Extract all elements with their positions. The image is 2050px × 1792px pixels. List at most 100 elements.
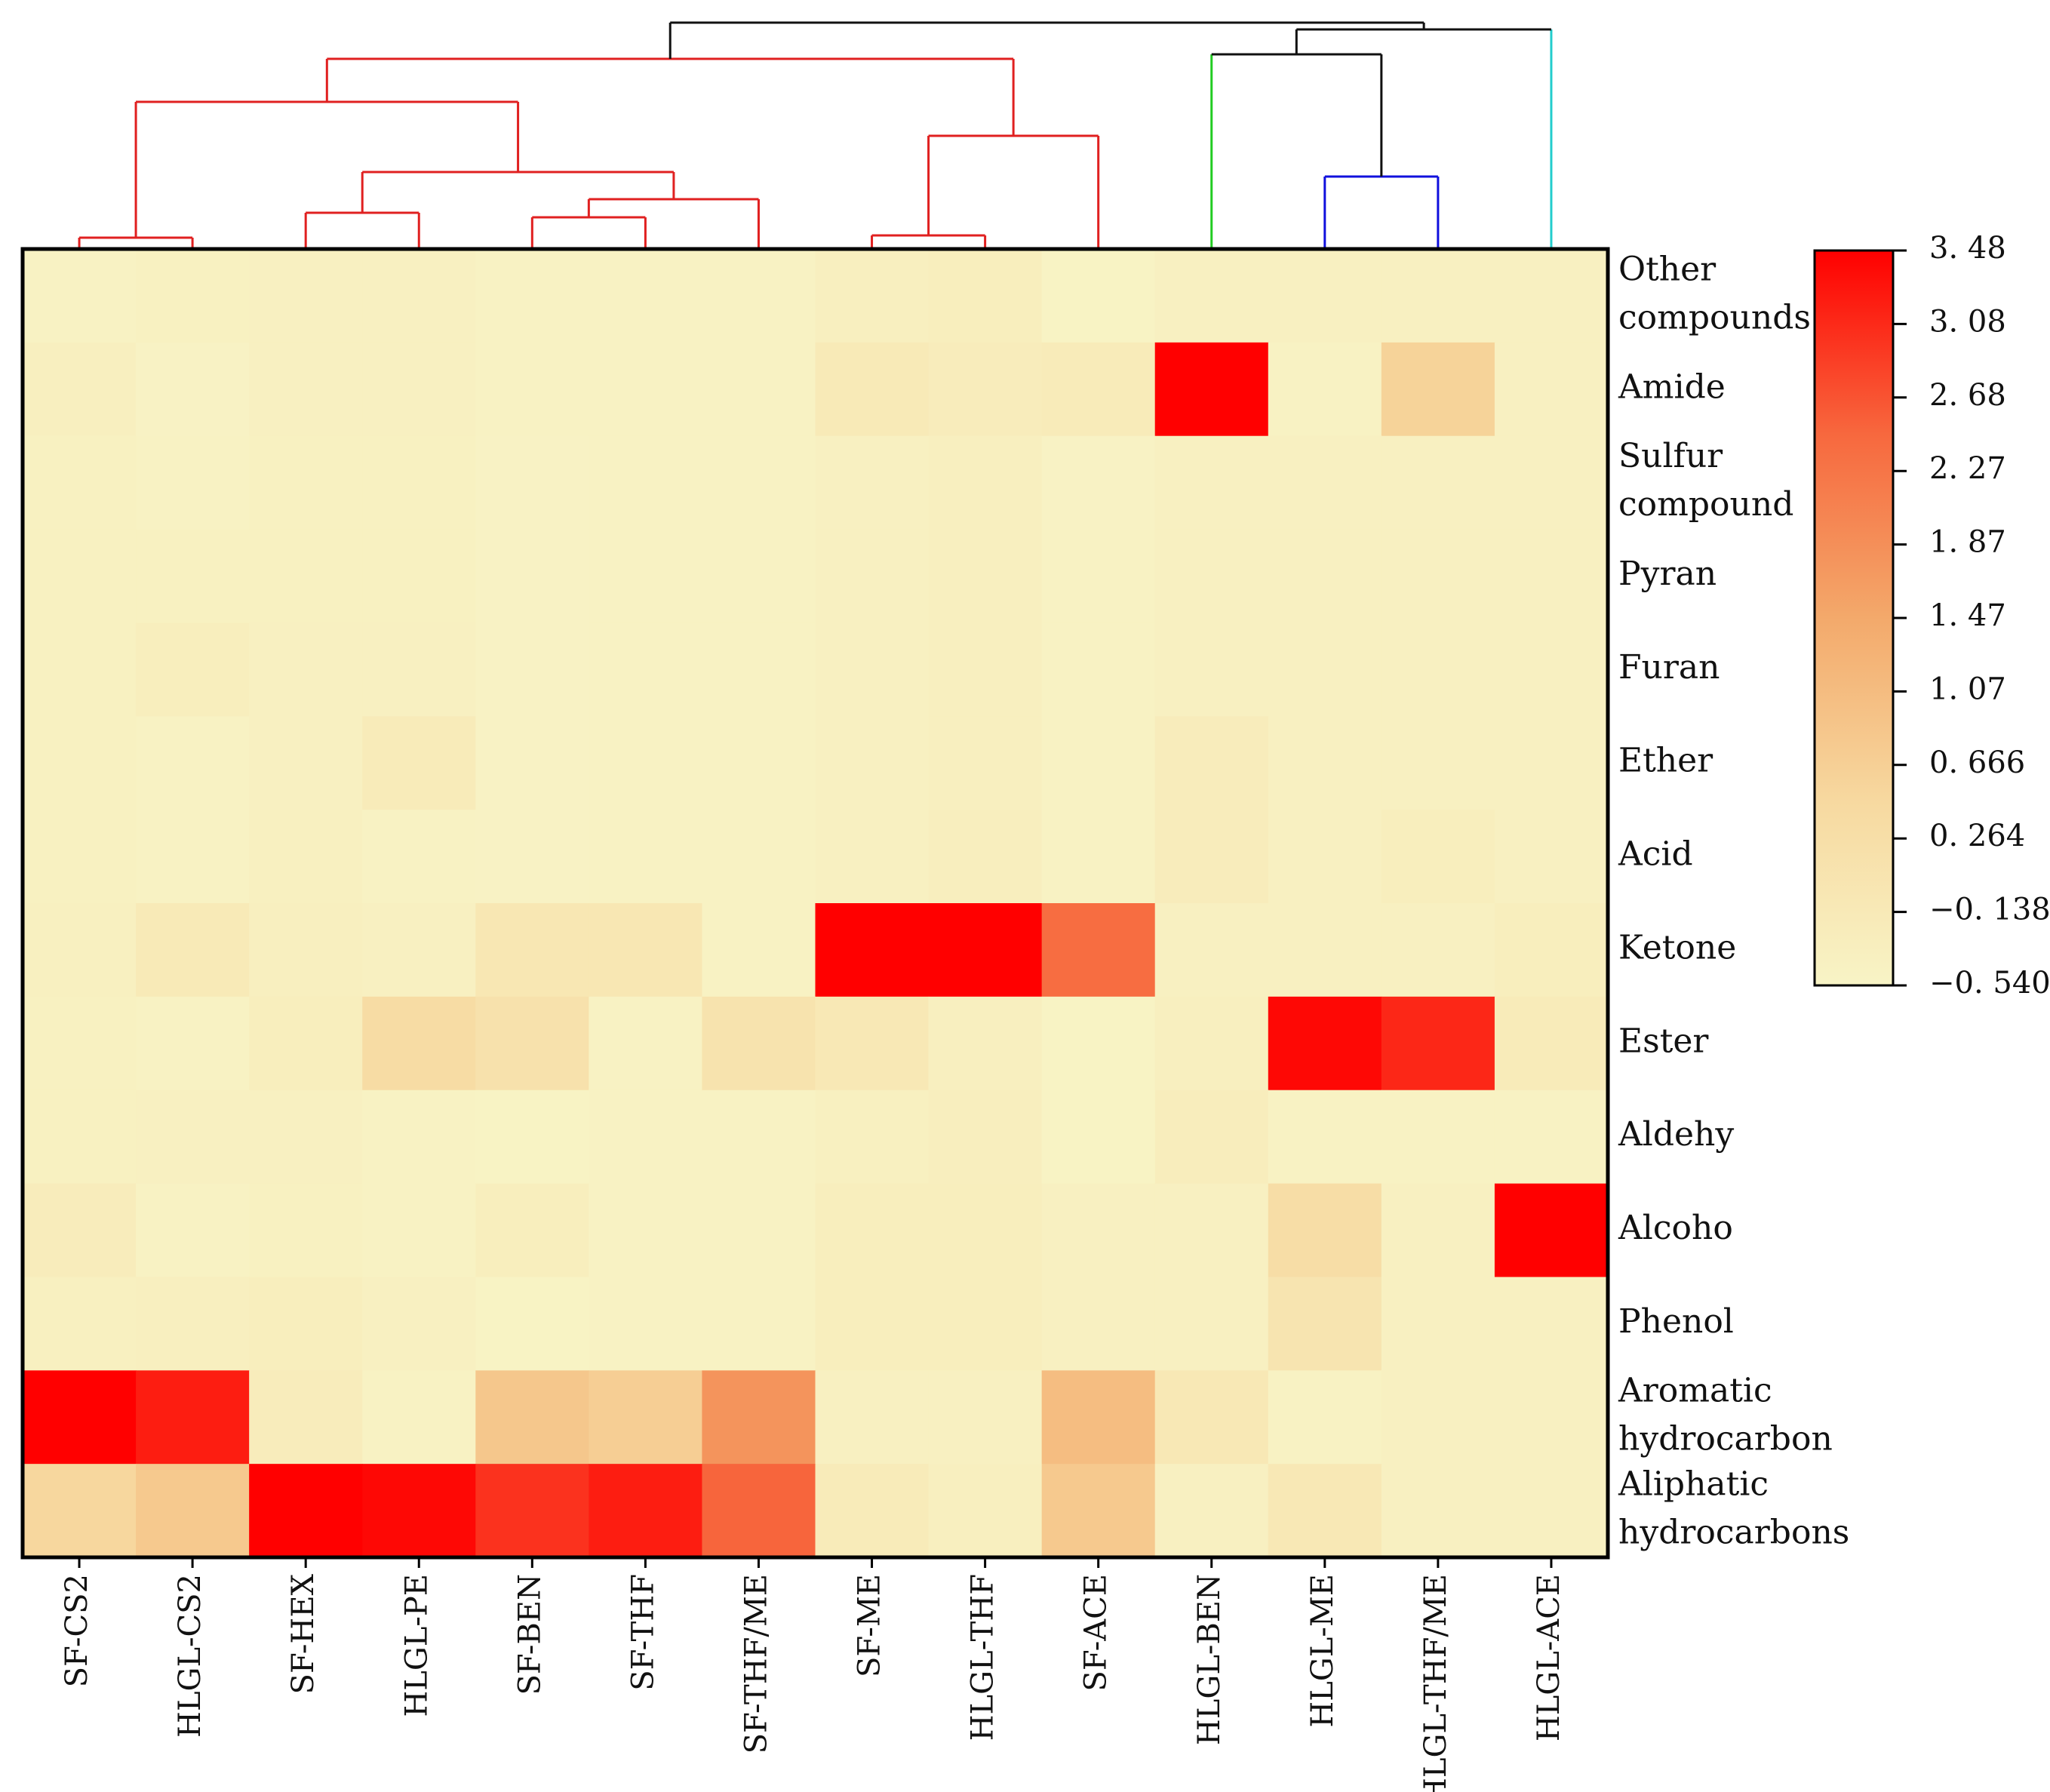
column-label: SF-ACE (1079, 1574, 1114, 1692)
heatmap-cell (362, 903, 476, 997)
row-label: Ketone (1618, 928, 1736, 967)
row-label: hydrocarbon (1618, 1420, 1833, 1458)
column-label: SF-ME (853, 1574, 887, 1677)
heatmap-cell (362, 435, 476, 530)
heatmap-cell (702, 1183, 816, 1278)
heatmap-cell (1041, 1370, 1156, 1465)
row-label: compounds (1618, 298, 1811, 337)
heatmap-cell (249, 342, 363, 437)
heatmap-cell (1268, 903, 1382, 997)
heatmap-cell (589, 622, 703, 717)
heatmap-cell (136, 716, 250, 810)
column-label: SF-THF/ME (739, 1574, 773, 1754)
heatmap-cell (362, 342, 476, 437)
heatmap-cell (1154, 529, 1269, 624)
heatmap-cell (1154, 1183, 1269, 1278)
heatmap-cell (1381, 342, 1495, 437)
heatmap-cell (589, 435, 703, 530)
heatmap-cell (1494, 529, 1609, 624)
heatmap-cell (1381, 1183, 1495, 1278)
heatmap-cell (249, 529, 363, 624)
heatmap-cell (928, 622, 1043, 717)
heatmap-cell (23, 622, 137, 717)
heatmap-cell (23, 996, 137, 1091)
heatmap-cell (589, 1370, 703, 1465)
heatmap-cell (136, 1464, 250, 1558)
heatmap-cell (136, 622, 250, 717)
heatmap-cell (1381, 249, 1495, 343)
heatmap-cell (362, 622, 476, 717)
heatmap-cell (136, 1183, 250, 1278)
heatmap-cell (1154, 1370, 1269, 1465)
heatmap-cell (1041, 529, 1156, 624)
colorbar-tick-label: 2. 68 (1929, 378, 2006, 413)
heatmap-cell (815, 1464, 930, 1558)
heatmap-cell (928, 249, 1043, 343)
heatmap-cell (1154, 342, 1269, 437)
heatmap-cell (1381, 810, 1495, 904)
heatmap-cell (249, 1277, 363, 1371)
heatmap-cell (702, 1464, 816, 1558)
heatmap-cell (815, 810, 930, 904)
heatmap-cell (1041, 435, 1156, 530)
heatmap-cell (928, 1183, 1043, 1278)
heatmap-cell (928, 435, 1043, 530)
heatmap-cell (815, 1183, 930, 1278)
heatmap-cell (362, 1090, 476, 1185)
heatmap-cell (475, 996, 589, 1091)
heatmap-cell (702, 1370, 816, 1465)
column-label: HLGL-THF/ME (1418, 1574, 1453, 1792)
heatmap-cell (589, 1183, 703, 1278)
heatmap-cell (1041, 716, 1156, 810)
heatmap-cell (702, 903, 816, 997)
heatmap-cell (136, 903, 250, 997)
heatmap-cell (1268, 249, 1382, 343)
heatmap-cell (1268, 1277, 1382, 1371)
heatmap-cell (1041, 1090, 1156, 1185)
row-label: Acid (1618, 835, 1693, 874)
column-labels: SF-CS2 HLGL-CS2 SF-HEX HLGL-PE SF-BEN SF-THF S… (60, 1573, 1566, 1792)
heatmap-cell (702, 435, 816, 530)
heatmap-cell (1268, 1090, 1382, 1185)
heatmap-cell (1154, 1464, 1269, 1558)
heatmap-cell (1154, 1277, 1269, 1371)
heatmap-cell (928, 996, 1043, 1091)
heatmap-cell (1268, 1183, 1382, 1278)
heatmap-cell (928, 903, 1043, 997)
heatmap-cell (1268, 622, 1382, 717)
heatmap-cell (1494, 622, 1609, 717)
row-label: Sulfur (1618, 437, 1723, 475)
heatmap-cells (23, 249, 1609, 1558)
heatmap-cell (1154, 716, 1269, 810)
heatmap-cell (1494, 1277, 1609, 1371)
heatmap-cell (475, 1277, 589, 1371)
heatmap-cell (589, 249, 703, 343)
heatmap-cell (1041, 810, 1156, 904)
heatmap-cell (1381, 903, 1495, 997)
heatmap-cell (475, 622, 589, 717)
heatmap-cell (1041, 1183, 1156, 1278)
heatmap-cell (589, 716, 703, 810)
heatmap-cell (362, 529, 476, 624)
heatmap-cell (702, 716, 816, 810)
heatmap-cell (1154, 249, 1269, 343)
column-label: SF-CS2 (60, 1574, 94, 1687)
heatmap-cell (815, 435, 930, 530)
heatmap-cell (1381, 1370, 1495, 1465)
heatmap-cell (249, 1090, 363, 1185)
heatmap-cell (1041, 903, 1156, 997)
heatmap-cell (136, 249, 250, 343)
heatmap-cell (928, 1277, 1043, 1371)
heatmap-cell (589, 1277, 703, 1371)
heatmap-cell (1494, 996, 1609, 1091)
heatmap-cell (475, 810, 589, 904)
heatmap-cell (815, 1370, 930, 1465)
heatmap-cell (249, 1464, 363, 1558)
heatmap-cell (249, 996, 363, 1091)
heatmap-cell (136, 1370, 250, 1465)
colorbar-tick-label: 3. 08 (1929, 304, 2006, 339)
column-label: HLGL-ACE (1532, 1574, 1566, 1741)
heatmap-cell (249, 622, 363, 717)
heatmap-cell (362, 1370, 476, 1465)
heatmap-cell (475, 1183, 589, 1278)
